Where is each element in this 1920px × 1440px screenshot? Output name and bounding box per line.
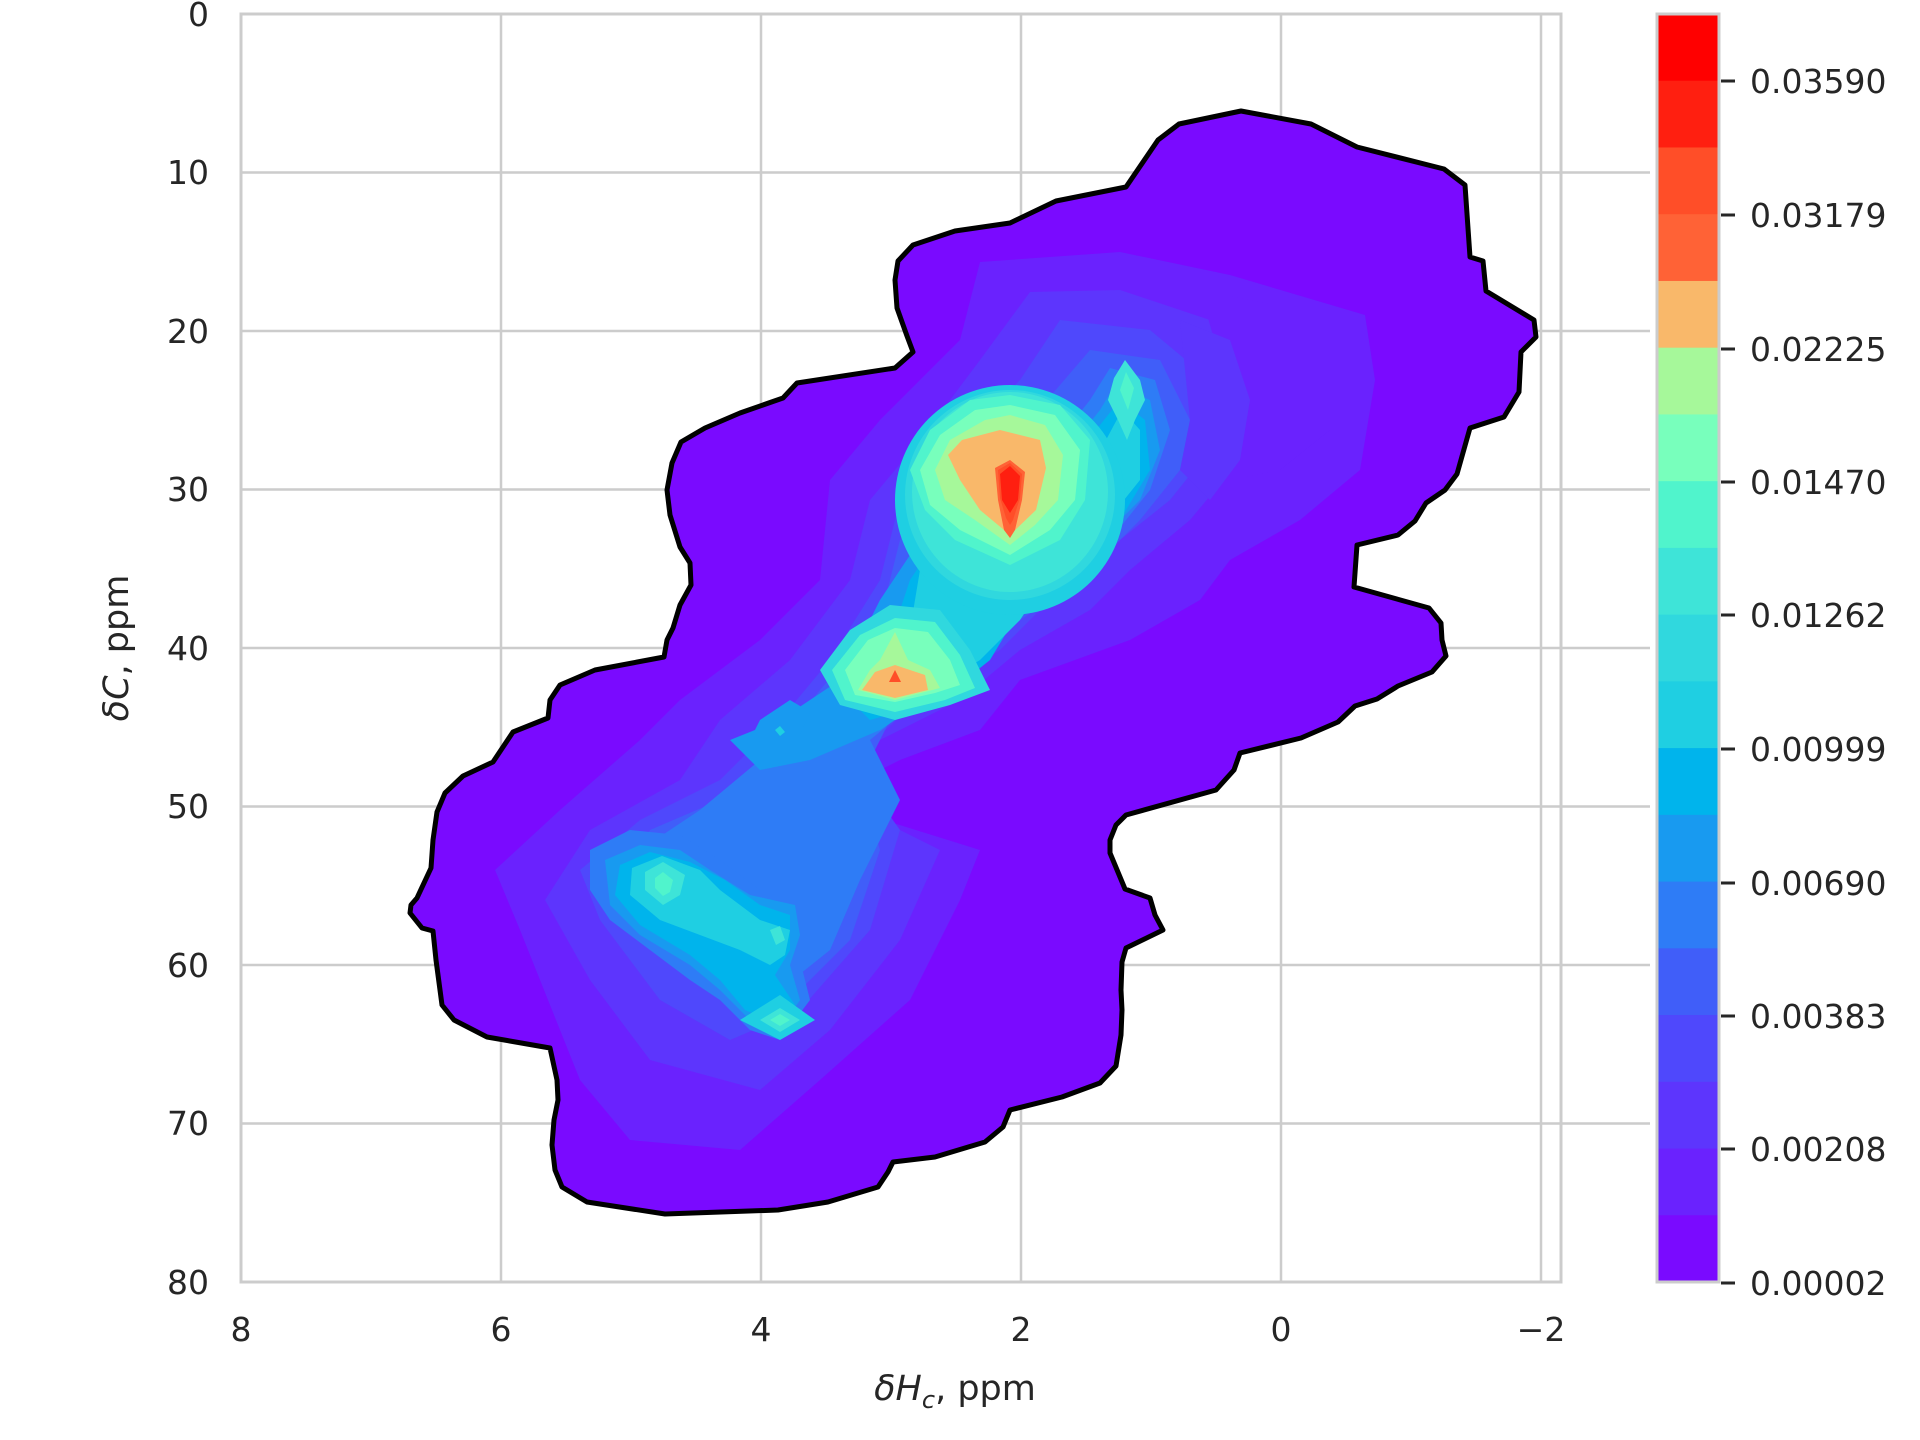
x-tick-label: 6: [491, 1310, 512, 1349]
colorbar-band: [1657, 414, 1719, 482]
y-tick-label: 50: [167, 787, 209, 826]
colorbar-label: 0.00383: [1750, 997, 1886, 1036]
colorbar-label: 0.00690: [1750, 864, 1886, 903]
x-tick-label: 4: [751, 1310, 772, 1349]
y-tick-label: 30: [167, 470, 209, 509]
colorbar-band: [1657, 80, 1719, 149]
colorbar-label: 0.02225: [1750, 330, 1886, 369]
axes-frame: [239, 12, 1563, 1284]
colorbar-label: 0.00002: [1750, 1264, 1886, 1303]
x-tick-label: 2: [1011, 1310, 1032, 1349]
y-axis-ticks: 0 10 20 30 40 50 60 70 80: [167, 0, 209, 1302]
colorbar-band: [1657, 280, 1719, 349]
plot-area: [239, 12, 1650, 1284]
colorbar: 0.03590 0.03179 0.02225 0.01470 0.01262 …: [1655, 12, 1886, 1303]
x-tick-label: 0: [1271, 1310, 1292, 1349]
x-axis-ticks: 8 6 4 2 0 −2: [231, 1310, 1566, 1349]
colorbar-label: 0.01262: [1750, 596, 1886, 635]
y-axis-label: δC, ppm: [97, 575, 137, 722]
colorbar-band: [1657, 614, 1719, 682]
x-tick-label: 8: [231, 1310, 252, 1349]
colorbar-band: [1657, 547, 1719, 616]
y-tick-label: 60: [167, 946, 209, 985]
colorbar-band: [1657, 147, 1719, 215]
colorbar-label: 0.01470: [1750, 463, 1886, 502]
colorbar-label: 0.00208: [1750, 1130, 1886, 1169]
colorbar-band: [1657, 1215, 1719, 1283]
colorbar-band: [1657, 681, 1719, 749]
colorbar-band: [1657, 214, 1719, 282]
colorbar-band: [1657, 14, 1719, 82]
y-tick-label: 70: [167, 1104, 209, 1143]
contour-fill: [410, 111, 1536, 1214]
colorbar-label: 0.00999: [1750, 730, 1886, 769]
colorbar-band: [1657, 881, 1719, 949]
y-tick-label: 80: [167, 1263, 209, 1302]
colorbar-band: [1657, 347, 1719, 416]
colorbar-band: [1657, 1148, 1719, 1216]
colorbar-label: 0.03590: [1750, 62, 1886, 101]
colorbar-band: [1657, 814, 1719, 883]
colorbar-label: 0.03179: [1750, 196, 1886, 235]
colorbar-band: [1657, 481, 1719, 549]
colorbar-ticks: [1721, 79, 1735, 1285]
colorbar-labels: 0.03590 0.03179 0.02225 0.01470 0.01262 …: [1750, 62, 1886, 1303]
y-tick-label: 10: [167, 153, 209, 192]
x-axis-label: δHc, ppm: [874, 1369, 1036, 1414]
y-tick-label: 0: [188, 0, 209, 34]
colorbar-band: [1657, 748, 1719, 816]
colorbar-band: [1657, 1015, 1719, 1083]
x-tick-label: −2: [1517, 1310, 1566, 1349]
y-tick-label: 20: [167, 312, 209, 351]
colorbar-band: [1657, 1081, 1719, 1150]
y-tick-label: 40: [167, 629, 209, 668]
colorbar-band: [1657, 948, 1719, 1016]
